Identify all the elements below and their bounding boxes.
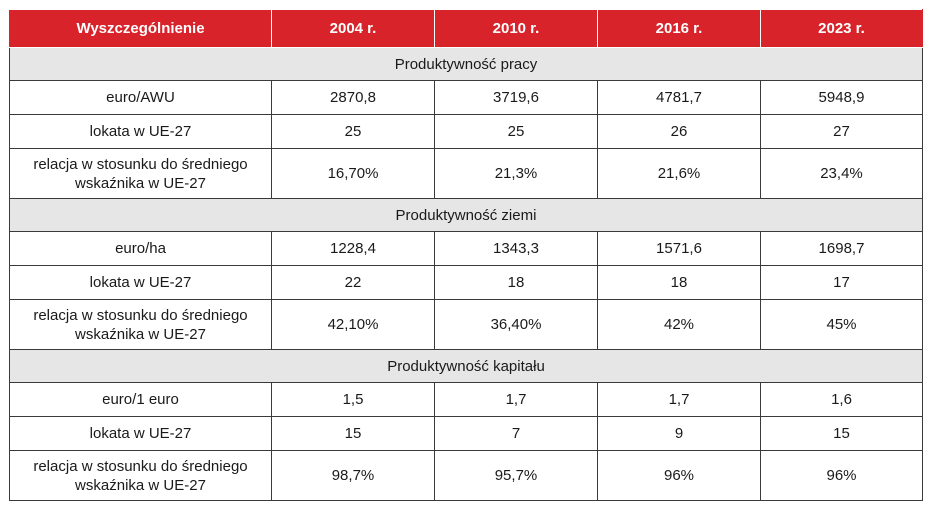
table-row: euro/1 euro 1,5 1,7 1,7 1,6 (9, 382, 923, 417)
cell-2004: 15 (271, 416, 435, 451)
row-label: euro/ha (9, 231, 272, 266)
cell-2023: 27 (760, 114, 923, 149)
cell-2004: 25 (271, 114, 435, 149)
cell-2023: 5948,9 (760, 80, 923, 115)
row-label: euro/1 euro (9, 382, 272, 417)
section-row-land: Produktywność ziemi (9, 198, 923, 232)
row-label: lokata w UE-27 (9, 416, 272, 451)
section-title: Produktywność kapitału (9, 349, 923, 383)
table-row: relacja w stosunku do średniego wskaźnik… (9, 299, 923, 350)
cell-2010: 25 (434, 114, 598, 149)
cell-2010: 21,3% (434, 148, 598, 199)
cell-2016: 1571,6 (597, 231, 761, 266)
cell-2016: 21,6% (597, 148, 761, 199)
table-row: euro/ha 1228,4 1343,3 1571,6 1698,7 (9, 231, 923, 266)
header-col-2004: 2004 r. (271, 9, 435, 48)
cell-2023: 96% (760, 450, 923, 501)
header-col-description: Wyszczególnienie (9, 9, 272, 48)
cell-2004: 2870,8 (271, 80, 435, 115)
section-row-capital: Produktywność kapitału (9, 349, 923, 383)
cell-2016: 4781,7 (597, 80, 761, 115)
table-row: euro/AWU 2870,8 3719,6 4781,7 5948,9 (9, 80, 923, 115)
section-title: Produktywność pracy (9, 47, 923, 81)
table-row: lokata w UE-27 22 18 18 17 (9, 265, 923, 300)
header-col-2010: 2010 r. (434, 9, 598, 48)
cell-2016: 26 (597, 114, 761, 149)
row-label: relacja w stosunku do średniego wskaźnik… (9, 148, 272, 199)
table-row: relacja w stosunku do średniego wskaźnik… (9, 450, 923, 501)
cell-2023: 23,4% (760, 148, 923, 199)
row-label: relacja w stosunku do średniego wskaźnik… (9, 450, 272, 501)
cell-2004: 98,7% (271, 450, 435, 501)
cell-2004: 1228,4 (271, 231, 435, 266)
cell-2010: 1,7 (434, 382, 598, 417)
cell-2004: 22 (271, 265, 435, 300)
header-col-2023: 2023 r. (760, 9, 923, 48)
cell-2004: 16,70% (271, 148, 435, 199)
cell-2016: 18 (597, 265, 761, 300)
cell-2023: 45% (760, 299, 923, 350)
productivity-table-container: Wyszczególnienie 2004 r. 2010 r. 2016 r.… (9, 9, 923, 501)
cell-2023: 1698,7 (760, 231, 923, 266)
cell-2016: 9 (597, 416, 761, 451)
table-row: relacja w stosunku do średniego wskaźnik… (9, 148, 923, 199)
cell-2010: 7 (434, 416, 598, 451)
cell-2004: 1,5 (271, 382, 435, 417)
cell-2023: 1,6 (760, 382, 923, 417)
productivity-table: Wyszczególnienie 2004 r. 2010 r. 2016 r.… (9, 9, 923, 501)
header-row: Wyszczególnienie 2004 r. 2010 r. 2016 r.… (9, 9, 923, 48)
row-label: euro/AWU (9, 80, 272, 115)
section-row-labour: Produktywność pracy (9, 47, 923, 81)
cell-2010: 36,40% (434, 299, 598, 350)
cell-2016: 1,7 (597, 382, 761, 417)
cell-2023: 15 (760, 416, 923, 451)
row-label: lokata w UE-27 (9, 114, 272, 149)
section-title: Produktywność ziemi (9, 198, 923, 232)
cell-2016: 96% (597, 450, 761, 501)
cell-2010: 18 (434, 265, 598, 300)
cell-2010: 3719,6 (434, 80, 598, 115)
cell-2004: 42,10% (271, 299, 435, 350)
table-row: lokata w UE-27 15 7 9 15 (9, 416, 923, 451)
cell-2010: 1343,3 (434, 231, 598, 266)
row-label: relacja w stosunku do średniego wskaźnik… (9, 299, 272, 350)
header-col-2016: 2016 r. (597, 9, 761, 48)
cell-2016: 42% (597, 299, 761, 350)
cell-2010: 95,7% (434, 450, 598, 501)
row-label: lokata w UE-27 (9, 265, 272, 300)
table-row: lokata w UE-27 25 25 26 27 (9, 114, 923, 149)
cell-2023: 17 (760, 265, 923, 300)
